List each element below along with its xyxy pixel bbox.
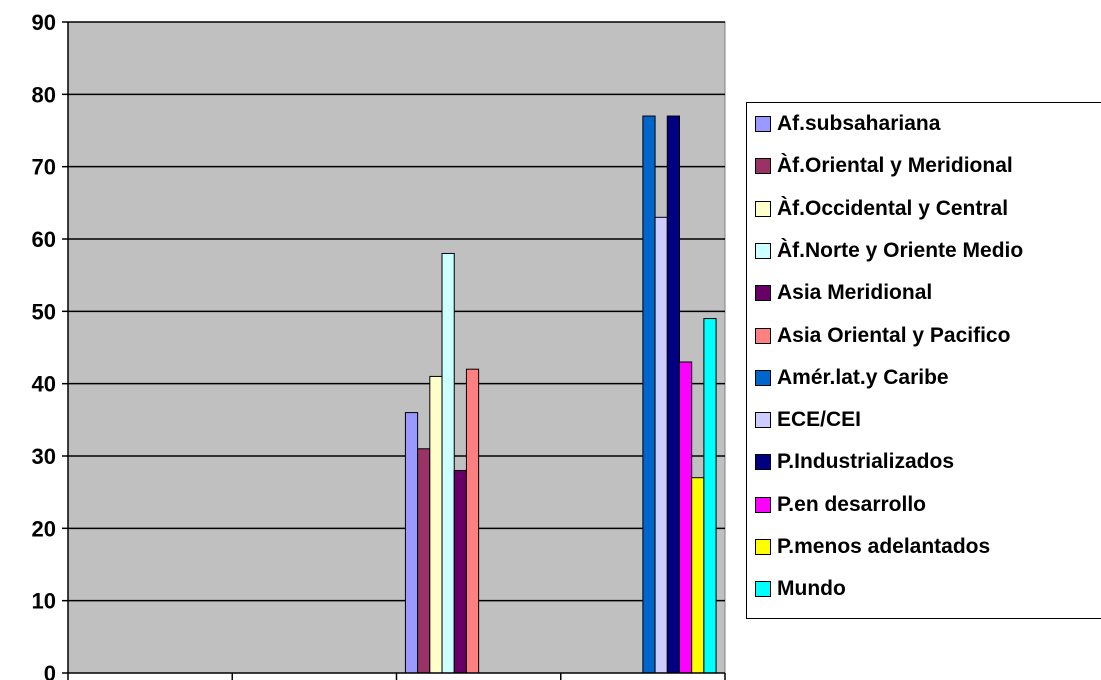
bar-am-r-lat-y-caribe: [642, 115, 656, 674]
legend-item: Asia Meridional: [755, 275, 932, 311]
legend-swatch: [755, 454, 771, 471]
legend-label: P.menos adelantados: [777, 535, 991, 558]
bar--f-occidental-y-central: [429, 375, 443, 674]
legend-swatch: [755, 581, 771, 598]
legend-item: Amér.lat.y Caribe: [755, 360, 949, 396]
legend-label: Af.subsahariana: [777, 112, 941, 135]
legend-swatch: [755, 285, 771, 302]
legend-swatch: [755, 116, 771, 132]
bar-mundo: [703, 318, 717, 674]
bar-asia-oriental-y-pacifico: [465, 368, 480, 674]
legend-swatch: [755, 327, 771, 344]
legend-item: Àf.Norte y Oriente Medio: [755, 233, 1023, 269]
legend-label: Amér.lat.y Caribe: [777, 365, 949, 389]
legend-item: Àf.Occidental y Central: [755, 191, 1008, 227]
legend-item: P.en desarrollo: [755, 487, 926, 523]
legend-item: Asia Oriental y Pacifico: [755, 318, 1010, 354]
legend-swatch: [755, 539, 771, 555]
legend-item: P.Industrializados: [755, 444, 954, 480]
legend: Af.subsahariana Àf.Oriental y Meridional À…: [746, 102, 1101, 619]
legend-item: ECE/CEI: [755, 402, 861, 438]
bar-p-industrializados: [666, 115, 680, 674]
legend-swatch: [755, 242, 771, 259]
y-tick-label: 90: [32, 10, 56, 35]
legend-item: Àf.Oriental y Meridional: [755, 148, 1013, 184]
legend-swatch: [755, 200, 771, 217]
y-tick-label: 20: [32, 516, 56, 541]
legend-swatch: [755, 369, 771, 386]
bars: [404, 115, 717, 674]
y-tick-label: 0: [44, 661, 56, 680]
bar-p-menos-adelantados: [691, 477, 705, 674]
legend-label: ECE/CEI: [777, 408, 862, 432]
y-tick-label: 30: [32, 444, 56, 469]
legend-item: Af.subsahariana: [755, 106, 940, 142]
legend-swatch: [755, 412, 771, 429]
bar--f-norte-y-oriente-medio: [441, 252, 455, 674]
y-tick-label: 80: [32, 82, 56, 107]
legend-label: Àf.Oriental y Meridional: [777, 154, 1013, 178]
y-tick-label: 10: [32, 589, 56, 614]
y-tick-label: 50: [32, 299, 56, 324]
gridlines: [62, 21, 725, 674]
legend-label: P.Industrializados: [777, 450, 954, 474]
legend-label: Mundo: [777, 577, 846, 601]
bar--f-oriental-y-meridional: [417, 448, 431, 674]
legend-label: Àf.Norte y Oriente Medio: [777, 238, 1024, 262]
bar-ece-cei: [654, 216, 668, 674]
y-tick-label: 70: [32, 155, 56, 180]
legend-label: P.en desarrollo: [777, 492, 927, 516]
bar-af-subsahariana: [404, 412, 419, 674]
plot-area: [67, 21, 726, 674]
bar-asia-meridional: [453, 469, 467, 674]
legend-label: Asia Oriental y Pacifico: [777, 323, 1011, 347]
legend-swatch: [755, 496, 771, 513]
legend-label: Àf.Occidental y Central: [777, 196, 1009, 220]
legend-item: P.menos adelantados: [755, 529, 990, 565]
y-tick-labels: 0 10 20 30 40 50 60 70 80 90: [32, 10, 56, 680]
bar-p-en-desarrollo: [678, 361, 693, 674]
legend-label: Asia Meridional: [777, 281, 933, 305]
y-tick-label: 60: [32, 227, 56, 252]
y-tick-label: 40: [32, 372, 56, 397]
legend-item: Mundo: [755, 571, 846, 607]
legend-swatch: [755, 158, 771, 175]
